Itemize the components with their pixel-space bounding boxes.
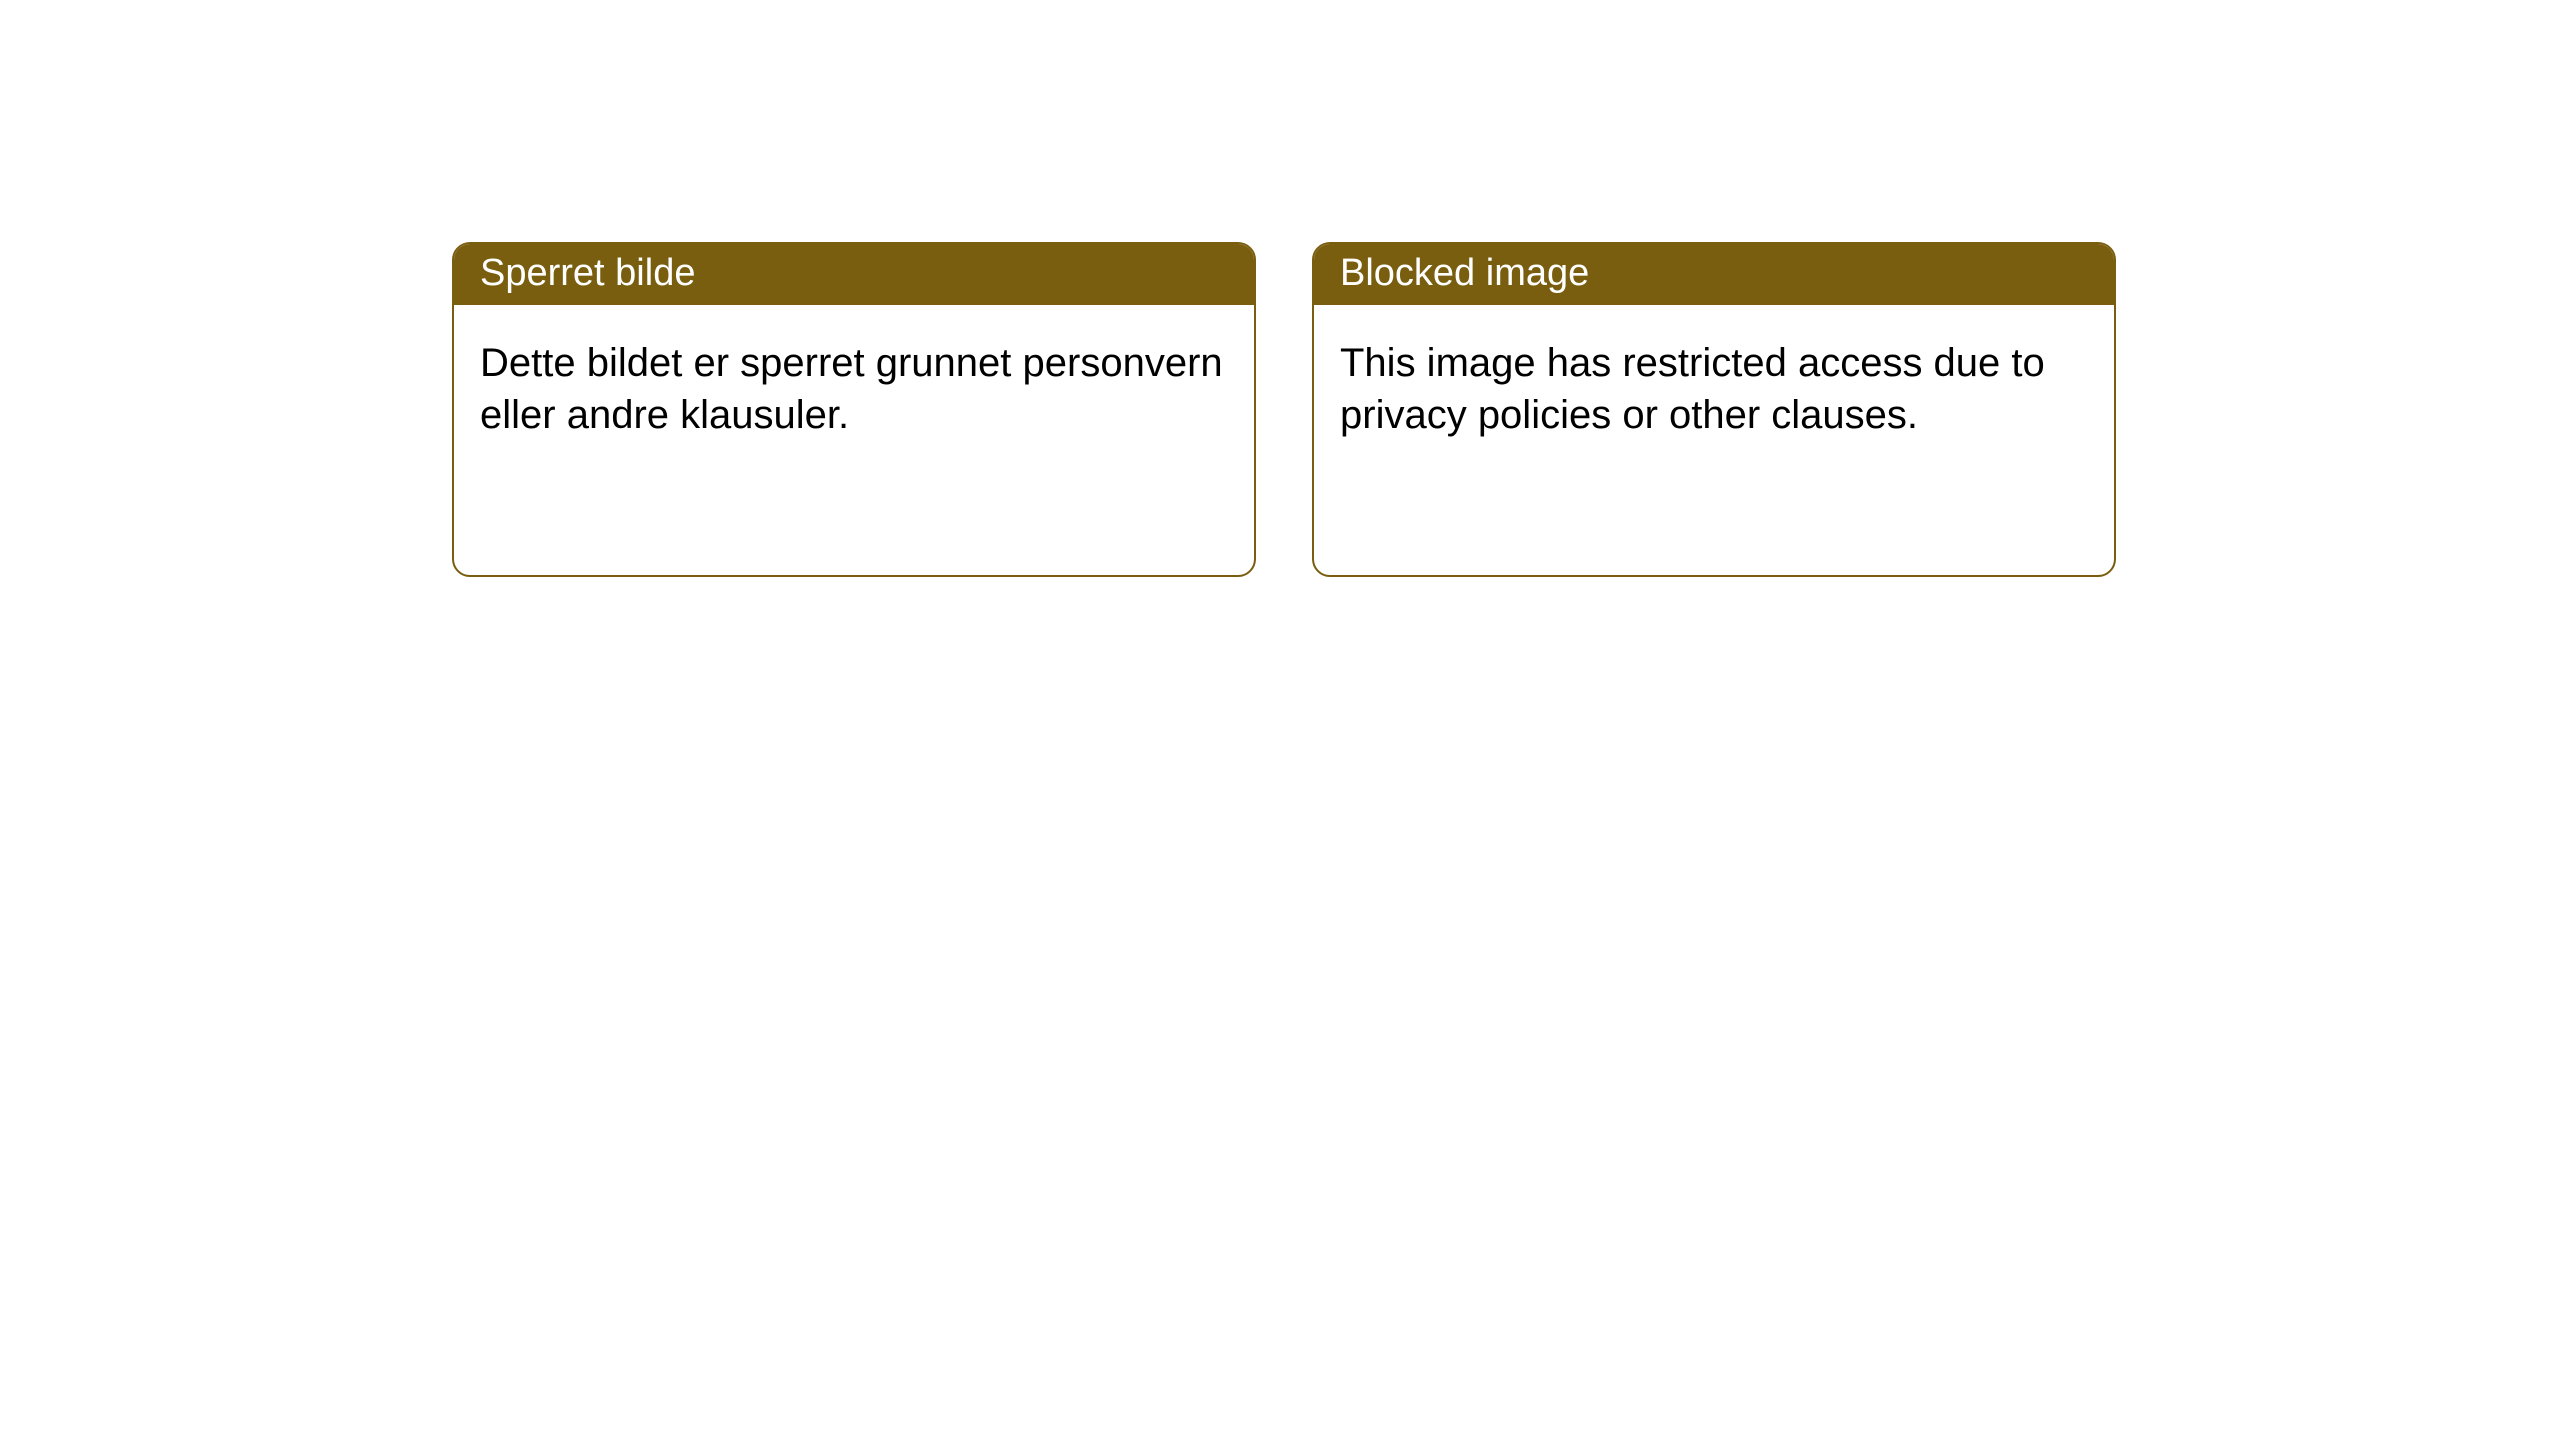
notice-card-english: Blocked image This image has restricted …	[1312, 242, 2116, 577]
notice-title: Sperret bilde	[454, 244, 1254, 305]
notice-card-norwegian: Sperret bilde Dette bildet er sperret gr…	[452, 242, 1256, 577]
notice-body: Dette bildet er sperret grunnet personve…	[454, 305, 1254, 473]
notice-title: Blocked image	[1314, 244, 2114, 305]
notice-container: Sperret bilde Dette bildet er sperret gr…	[0, 0, 2560, 577]
notice-body: This image has restricted access due to …	[1314, 305, 2114, 473]
